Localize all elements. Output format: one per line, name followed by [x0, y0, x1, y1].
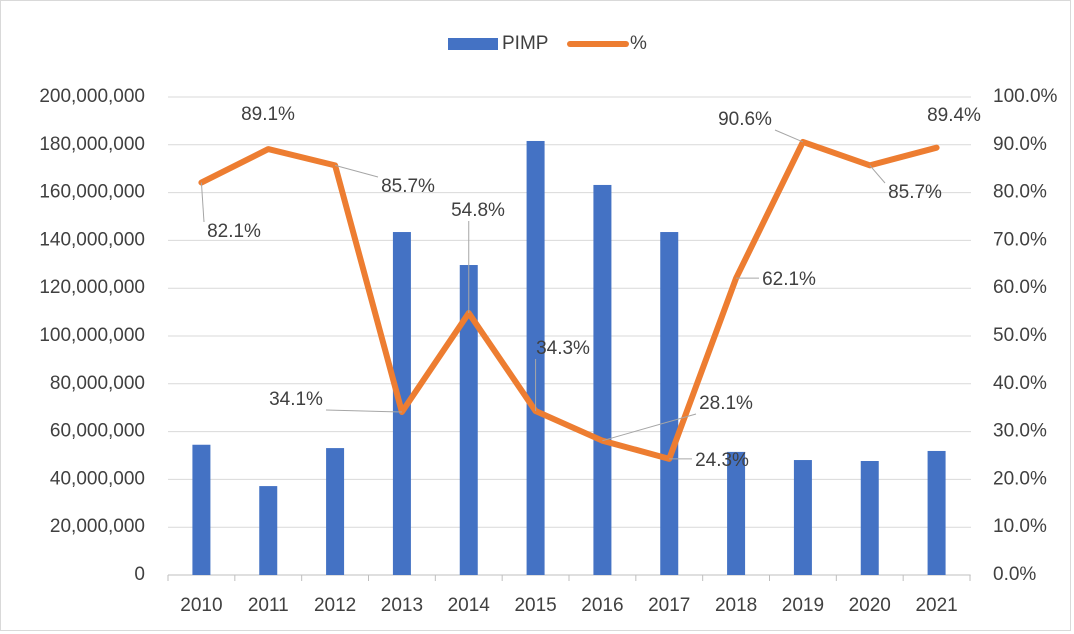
y2-tick-label: 70.0%	[993, 229, 1047, 250]
data-label: 62.1%	[762, 269, 816, 290]
line	[198, 138, 940, 462]
legend-swatch	[448, 38, 498, 50]
x-tick-label: 2019	[782, 595, 824, 616]
data-label: 90.6%	[718, 109, 772, 130]
y-tick-label: 140,000,000	[39, 229, 145, 250]
data-label: 82.1%	[207, 221, 261, 242]
bar	[259, 486, 278, 575]
x-tick-label: 2013	[381, 595, 423, 616]
y-tick-label: 200,000,000	[39, 86, 145, 107]
leader-line	[602, 413, 697, 442]
bar	[459, 265, 478, 575]
y-tick-label: 60,000,000	[50, 421, 145, 442]
x-tick-label: 2017	[648, 595, 690, 616]
bar	[860, 460, 879, 575]
bar	[793, 460, 812, 575]
y2-tick-label: 80.0%	[993, 182, 1047, 203]
x-tick-label: 2015	[514, 595, 556, 616]
y2-tick-label: 90.0%	[993, 134, 1047, 155]
y2-tick-label: 20.0%	[993, 468, 1047, 489]
data-label: 34.3%	[536, 338, 590, 359]
bar	[326, 448, 345, 575]
y2-tick-label: 40.0%	[993, 373, 1047, 394]
leader-line	[869, 165, 886, 184]
data-label: 34.1%	[269, 389, 323, 410]
y-tick-label: 20,000,000	[50, 516, 145, 537]
x-tick-label: 2011	[248, 595, 289, 616]
data-label: 28.1%	[699, 393, 753, 414]
y-tick-label: 0	[134, 564, 145, 585]
leader-line	[200, 182, 205, 223]
x-tick-label: 2010	[180, 595, 222, 616]
x-tick-label: 2012	[314, 595, 356, 616]
leader-line	[774, 129, 804, 143]
y-tick-label: 160,000,000	[39, 182, 145, 203]
data-label: 24.3%	[695, 450, 749, 471]
bar	[727, 451, 746, 575]
data-label: 85.7%	[888, 182, 942, 203]
y2-tick-label: 10.0%	[993, 516, 1047, 537]
y-tick-label: 180,000,000	[39, 134, 145, 155]
y-tick-label: 120,000,000	[39, 277, 145, 298]
data-label: 85.7%	[381, 176, 435, 197]
x-tick-label: 2021	[915, 595, 957, 616]
y-tick-label: 100,000,000	[39, 325, 145, 346]
bar	[660, 232, 679, 575]
x-tick-label: 2020	[849, 595, 891, 616]
y-tick-label: 40,000,000	[50, 468, 145, 489]
y2-tick-label: 100.0%	[993, 86, 1058, 107]
bar	[192, 444, 211, 575]
bar	[593, 184, 612, 575]
y2-tick-label: 60.0%	[993, 277, 1047, 298]
data-label: 54.8%	[451, 200, 505, 221]
x-tick-label: 2016	[581, 595, 623, 616]
legend-label: PIMP	[502, 33, 548, 54]
y2-tick-label: 50.0%	[993, 325, 1047, 346]
leader-line	[325, 409, 402, 413]
x-tick-label: 2014	[448, 595, 491, 616]
data-label: 89.1%	[241, 104, 295, 125]
y2-tick-label: 0.0%	[993, 564, 1036, 585]
legend-label: %	[630, 33, 647, 54]
y-tick-label: 80,000,000	[50, 373, 145, 394]
y2-tick-label: 30.0%	[993, 421, 1047, 442]
x-tick-label: 2018	[715, 595, 757, 616]
bar	[526, 140, 545, 575]
leader-line	[334, 164, 379, 178]
data-label: 89.4%	[927, 105, 981, 126]
bar	[927, 450, 946, 575]
